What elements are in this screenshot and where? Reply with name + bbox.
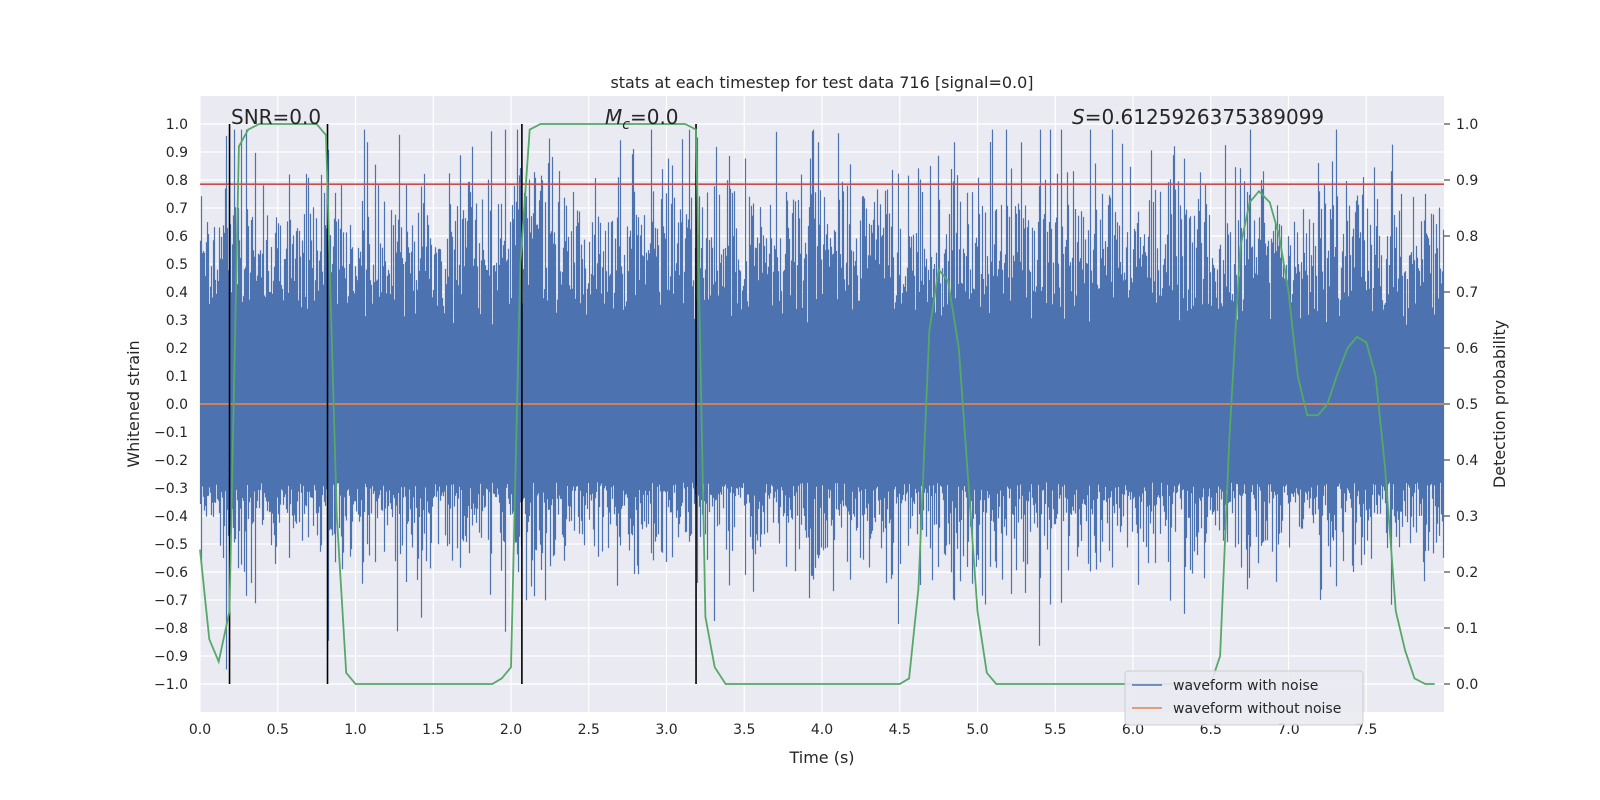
y-left-tick-label-8: 0.2 — [166, 341, 188, 357]
y-left-tick-label-3: 0.7 — [166, 201, 188, 217]
annotation-chirp-mass-sub: c — [622, 117, 630, 133]
x-tick-label-14: 7.0 — [1277, 722, 1299, 738]
x-tick-label-12: 6.0 — [1122, 722, 1144, 738]
y-right-tick-label-5: 0.5 — [1456, 397, 1478, 413]
y-left-tick-label-15: −0.5 — [154, 537, 188, 553]
annotations: SNR=0.0 Mc=0.0 S=0.6125926375389099 — [231, 105, 1324, 133]
y-left-tick-label-17: −0.7 — [154, 593, 188, 609]
y-left-tick-label-5: 0.5 — [166, 257, 188, 273]
x-tick-label-4: 2.0 — [500, 722, 522, 738]
legend-label-clean: waveform without noise — [1173, 701, 1341, 717]
x-tick-label-7: 3.5 — [733, 722, 755, 738]
y-right-axis-label: Detection probability — [1490, 320, 1509, 488]
annotation-score-value: =0.6125926375389099 — [1085, 105, 1324, 129]
x-tick-label-2: 1.0 — [344, 722, 366, 738]
x-tick-label-10: 5.0 — [966, 722, 988, 738]
legend-box — [1124, 670, 1364, 726]
y-left-tick-label-9: 0.1 — [166, 369, 188, 385]
y-right-tick-label-3: 0.7 — [1456, 285, 1478, 301]
annotation-snr: SNR=0.0 — [231, 105, 321, 129]
x-tick-label-3: 1.5 — [422, 722, 444, 738]
legend: waveform with noise waveform without noi… — [1124, 670, 1364, 726]
x-axis-ticks: 0.0 0.5 1.0 1.5 2.0 2.5 3.0 3.5 4.0 4.5 5.0 5.5 6.0 6… — [189, 722, 1378, 738]
y-right-tick-label-4: 0.6 — [1456, 341, 1478, 357]
x-tick-label-8: 4.0 — [811, 722, 833, 738]
x-tick-label-1: 0.5 — [267, 722, 289, 738]
y-left-tick-label-16: −0.6 — [154, 565, 188, 581]
detection-probability-line — [199, 123, 1435, 685]
x-tick-label-13: 6.5 — [1200, 722, 1222, 738]
y-left-tick-label-6: 0.4 — [166, 285, 188, 301]
chart-title: stats at each timestep for test data 716… — [610, 73, 1033, 92]
y-left-tick-label-20: −1.0 — [154, 677, 188, 693]
y-right-tick-label-9: 0.1 — [1456, 621, 1478, 637]
y-right-tick-label-6: 0.4 — [1456, 453, 1478, 469]
y-left-tick-label-1: 0.9 — [166, 145, 188, 161]
y-right-tick-label-2: 0.8 — [1456, 229, 1478, 245]
y-left-tick-label-10: 0.0 — [166, 397, 188, 413]
y-left-tick-label-11: −0.1 — [154, 425, 188, 441]
annotation-score-symbol: S — [1072, 105, 1085, 129]
y-right-axis-ticks: 1.0 0.9 0.8 0.7 0.6 0.5 0.4 0.3 0.2 0.1 0.0 — [1444, 117, 1478, 693]
y-left-tick-label-4: 0.6 — [166, 229, 188, 245]
x-tick-label-15: 7.5 — [1355, 722, 1377, 738]
annotation-chirp-mass: Mc=0.0 — [605, 105, 679, 133]
y-right-tick-label-1: 0.9 — [1456, 173, 1478, 189]
x-axis-label: Time (s) — [788, 748, 854, 767]
y-left-axis-label: Whitened strain — [124, 340, 143, 467]
series-detection-probability — [199, 123, 1435, 685]
y-left-tick-label-13: −0.3 — [154, 481, 188, 497]
x-tick-label-5: 2.5 — [578, 722, 600, 738]
y-right-tick-label-10: 0.0 — [1456, 677, 1478, 693]
y-left-tick-label-2: 0.8 — [166, 173, 188, 189]
y-left-tick-label-7: 0.3 — [166, 313, 188, 329]
y-left-axis-ticks: 1.0 0.9 0.8 0.7 0.6 0.5 0.4 0.3 0.2 0.1 0.0 −0.1 −0.… — [154, 117, 188, 693]
annotation-chirp-mass-value: =0.0 — [630, 105, 679, 129]
y-left-tick-label-12: −0.2 — [154, 453, 188, 469]
annotation-score: S=0.6125926375389099 — [1072, 105, 1324, 129]
y-left-tick-label-18: −0.8 — [154, 621, 188, 637]
x-tick-label-6: 3.0 — [655, 722, 677, 738]
y-left-tick-label-0: 1.0 — [166, 117, 188, 133]
y-left-tick-label-14: −0.4 — [154, 509, 188, 525]
y-right-tick-label-8: 0.2 — [1456, 565, 1478, 581]
x-tick-label-11: 5.5 — [1044, 722, 1066, 738]
x-tick-label-9: 4.5 — [889, 722, 911, 738]
x-tick-label-0: 0.0 — [189, 722, 211, 738]
annotation-chirp-mass-symbol: M — [605, 105, 622, 129]
legend-label-noise: waveform with noise — [1173, 678, 1318, 694]
y-right-tick-label-0: 1.0 — [1456, 117, 1478, 133]
y-right-tick-label-7: 0.3 — [1456, 509, 1478, 525]
y-left-tick-label-19: −0.9 — [154, 649, 188, 665]
